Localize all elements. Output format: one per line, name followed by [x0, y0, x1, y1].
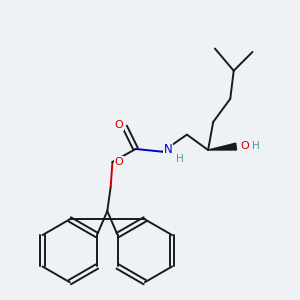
Text: N: N [164, 143, 173, 156]
Text: O: O [114, 120, 123, 130]
Text: H: H [176, 154, 184, 164]
Text: O: O [240, 141, 249, 151]
Text: O: O [114, 157, 123, 167]
Text: H: H [252, 141, 260, 151]
Polygon shape [208, 143, 236, 150]
